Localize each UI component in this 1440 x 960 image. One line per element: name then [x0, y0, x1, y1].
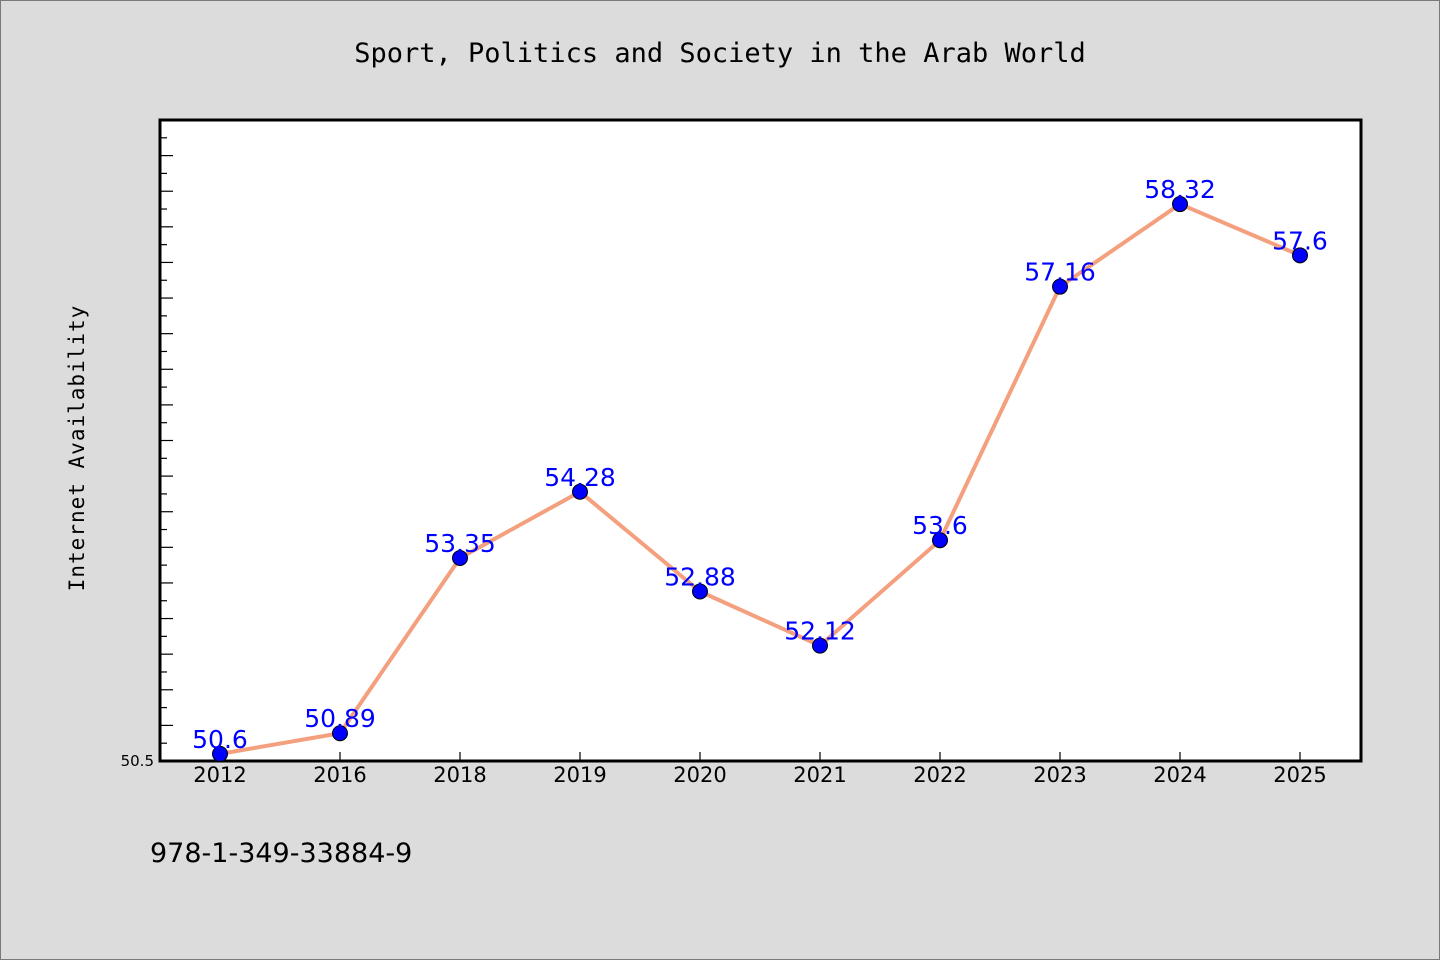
- x-tick-label: 2018: [433, 763, 486, 787]
- x-tick-label: 2016: [313, 763, 366, 787]
- y-axis-label: Internet Availability: [65, 305, 89, 592]
- data-point: [452, 550, 468, 567]
- series-line: [218, 202, 1302, 756]
- data-point: [932, 532, 948, 549]
- data-label: 50.6: [192, 725, 248, 754]
- data-label: 52.12: [784, 617, 856, 646]
- data-point: [1172, 196, 1188, 213]
- data-label: 57.6: [1272, 226, 1328, 255]
- data-point: [1292, 247, 1308, 264]
- data-label: 53.35: [424, 529, 496, 558]
- data-point: [212, 745, 228, 762]
- data-label: 50.89: [304, 704, 376, 733]
- data-point: [572, 483, 588, 500]
- data-point: [332, 725, 348, 742]
- data-label: 53.6: [912, 511, 968, 540]
- data-point: [1052, 278, 1068, 295]
- x-tick-label: 2024: [1153, 763, 1206, 787]
- x-tick-label: 2012: [193, 763, 246, 787]
- x-tick-label: 2022: [913, 763, 966, 787]
- x-tick-label: 2021: [793, 763, 846, 787]
- data-point: [692, 583, 708, 600]
- x-axis-ticks: 2012 2016 2018 2019 2020 2021 2022 2023 2024 2025: [193, 752, 1327, 787]
- chart-title: Sport, Politics and Society in the Arab …: [354, 38, 1086, 69]
- series-layer: [212, 196, 1308, 762]
- data-labels: 50.6 50.89 53.35 54.28 52.88 52.12 53.6 57.16 58…: [192, 175, 1328, 754]
- isbn-footer: 978-1-349-33884-9: [150, 838, 412, 869]
- data-label: 54.28: [544, 463, 616, 492]
- plot-area: [158, 118, 1363, 763]
- x-tick-label: 2019: [553, 763, 606, 787]
- data-point: [812, 637, 828, 654]
- x-tick-label: 2023: [1033, 763, 1086, 787]
- x-tick-label: 2020: [673, 763, 726, 787]
- y-tick-label: 50.5: [121, 752, 154, 770]
- x-tick-label: 2025: [1273, 763, 1326, 787]
- data-label: 58.32: [1144, 175, 1216, 204]
- data-label: 57.16: [1024, 258, 1096, 287]
- y-axis-ticks: 50.5: [121, 119, 173, 770]
- data-label: 52.88: [664, 562, 736, 591]
